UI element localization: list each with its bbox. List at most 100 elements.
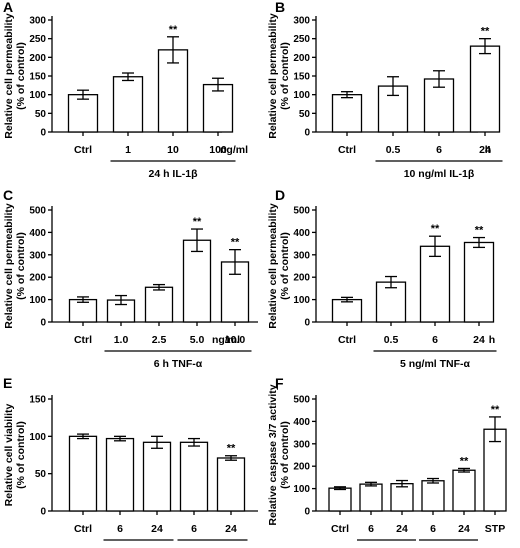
y-axis-label: Relative cell permeability (267, 203, 279, 329)
bar (202, 83, 234, 133)
bar (469, 45, 501, 133)
significance-marker: ** (227, 443, 236, 455)
y-tick-label: 0 (40, 318, 46, 329)
bar (179, 441, 209, 512)
x-tick-label: 1.0 (114, 334, 129, 346)
y-tick-label: 150 (29, 395, 46, 406)
x-tick-label: 10.0 (225, 334, 246, 346)
bar (144, 286, 174, 323)
y-axis-label: (% of control) (279, 42, 291, 110)
x-unit-label: h (489, 334, 495, 346)
y-tick-label: 250 (29, 34, 46, 45)
bar (331, 298, 363, 323)
y-tick-label: 100 (293, 90, 310, 101)
group-label: 10 ng/ml IL-1β (404, 168, 475, 180)
y-tick-label: 300 (293, 439, 310, 450)
y-tick-label: 400 (29, 228, 46, 239)
bar (328, 487, 352, 512)
bar (68, 298, 98, 323)
y-axis-label: Relative cell permeability (267, 13, 279, 139)
y-tick-label: 100 (293, 295, 310, 306)
y-axis-label: Relative cell viability (3, 403, 15, 506)
panel-label: E (3, 375, 12, 391)
x-tick-label: 6 (191, 523, 197, 535)
bar (421, 480, 445, 512)
significance-marker: ** (475, 225, 484, 237)
significance-marker: ** (169, 24, 178, 36)
panel-label: D (275, 187, 285, 203)
x-unit-label: h (485, 144, 491, 156)
x-tick-label: Ctrl (74, 144, 92, 156)
y-tick-label: 400 (293, 228, 310, 239)
x-tick-label: 6 (436, 144, 442, 156)
y-axis-label: (% of control) (279, 232, 291, 300)
y-axis-label: Relative cell permeability (3, 13, 15, 139)
y-tick-label: 100 (29, 90, 46, 101)
y-tick-label: 500 (29, 206, 46, 217)
y-tick-label: 200 (293, 53, 310, 64)
x-tick-label: Ctrl (338, 144, 356, 156)
y-tick-label: 500 (293, 395, 310, 406)
bar (68, 435, 98, 512)
bar (331, 94, 363, 133)
y-tick-label: 200 (293, 273, 310, 284)
bar (452, 469, 476, 512)
y-tick-label: 500 (293, 206, 310, 217)
x-tick-label: 100 (209, 144, 227, 156)
y-axis-label: Relative caspase 3/7 activity (267, 384, 279, 525)
significance-marker: ** (193, 216, 202, 228)
group-label: 6 h TNF-α (154, 358, 203, 370)
y-tick-label: 50 (299, 109, 311, 120)
y-tick-label: 100 (293, 484, 310, 495)
y-tick-label: 150 (29, 72, 46, 83)
y-tick-label: 0 (40, 507, 46, 518)
significance-marker: ** (460, 455, 469, 467)
x-tick-label: Ctrl (338, 334, 356, 346)
significance-marker: ** (481, 26, 490, 38)
x-tick-label: 24 (458, 523, 470, 535)
x-unit-label: ng/ml (220, 144, 248, 156)
y-tick-label: 300 (293, 16, 310, 27)
y-tick-label: 150 (293, 72, 310, 83)
bar (390, 483, 414, 512)
y-tick-label: 100 (29, 295, 46, 306)
x-tick-label: 6 (117, 523, 123, 535)
x-tick-label: Ctrl (74, 334, 92, 346)
bar (359, 483, 383, 512)
significance-marker: ** (491, 404, 500, 416)
panel-e: E Relative cell viability (% of control) 0 5… (3, 375, 258, 548)
x-tick-label: 24 (479, 144, 491, 156)
x-tick-label: 24 (151, 523, 163, 535)
y-tick-label: 0 (304, 128, 310, 139)
y-tick-label: 300 (29, 250, 46, 261)
x-tick-label: 6 (368, 523, 374, 535)
y-tick-label: 50 (35, 469, 47, 480)
y-tick-label: 0 (304, 318, 310, 329)
significance-marker: ** (431, 223, 440, 235)
y-tick-label: 200 (29, 53, 46, 64)
y-tick-label: 300 (29, 16, 46, 27)
x-tick-label: 6 (432, 334, 438, 346)
x-tick-label: 24 (473, 334, 485, 346)
y-tick-label: 200 (293, 462, 310, 473)
x-tick-label: 24 (225, 523, 237, 535)
bar (463, 241, 495, 323)
y-tick-label: 50 (35, 109, 47, 120)
panel-label: B (275, 0, 285, 15)
y-axis-label: (% of control) (15, 232, 27, 300)
y-axis-label: Relative cell permeability (3, 203, 15, 329)
x-tick-label: 2.5 (152, 334, 167, 346)
x-tick-label: 10 (167, 144, 179, 156)
bar (67, 94, 99, 133)
y-axis-label: (% of control) (279, 421, 291, 489)
x-tick-label: 5.0 (190, 334, 205, 346)
x-tick-label: 0.5 (386, 144, 401, 156)
x-tick-label: 0.5 (384, 334, 399, 346)
panel-label: A (3, 0, 13, 15)
y-axis-label: (% of control) (15, 42, 27, 110)
bar (216, 457, 246, 512)
